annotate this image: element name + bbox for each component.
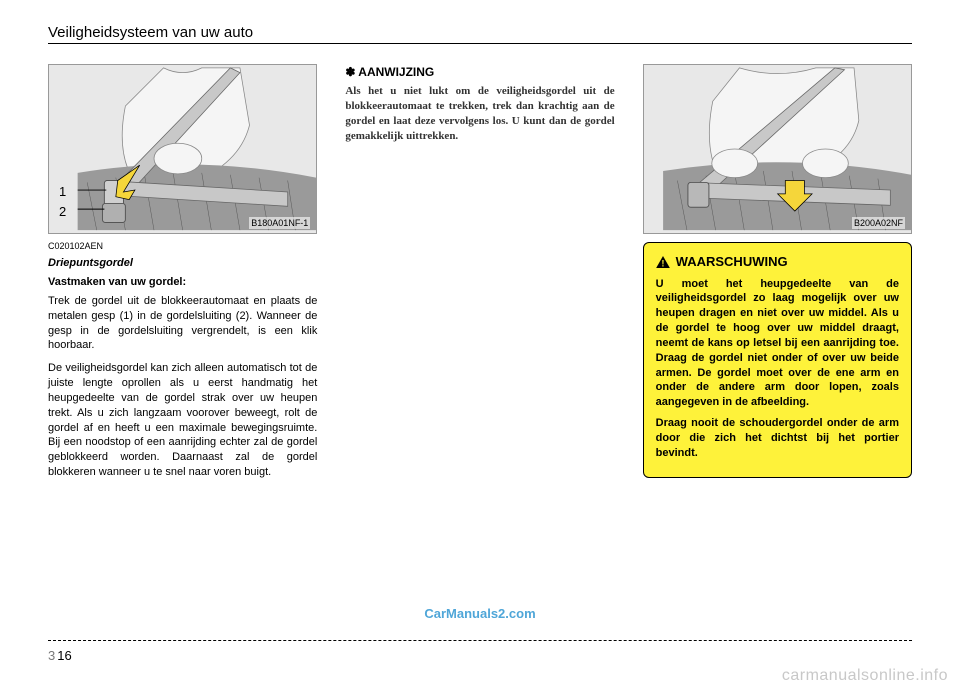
- notice-text: Als het u niet lukt om de veiligheidsgor…: [345, 84, 614, 143]
- figure-code: C020102AEN: [48, 240, 317, 252]
- warning-paragraph: U moet het heupgedeelte van de veilighei…: [656, 277, 899, 411]
- page-header: Veiligheidsysteem van uw auto: [48, 24, 912, 44]
- site-watermark: carmanualsonline.info: [782, 667, 948, 685]
- subheading: Vastmaken van uw gordel:: [48, 275, 317, 290]
- figure-seatbelt-fasten: 1 2 B180A01NF-1: [48, 64, 317, 234]
- svg-text:!: !: [661, 259, 664, 269]
- column-3: B200A02NF ! WAARSCHUWING U moet het heup…: [643, 64, 912, 488]
- paragraph: De veiligheidsgordel kan zich alleen aut…: [48, 361, 317, 480]
- page-number: 316: [48, 648, 72, 663]
- column-1: 1 2 B180A01NF-1 C020102AEN Driepuntsgord…: [48, 64, 317, 488]
- warning-title: WAARSCHUWING: [676, 253, 788, 271]
- figure-label: B200A02NF: [852, 217, 905, 229]
- footer-divider: [48, 640, 912, 641]
- header-title: Veiligheidsysteem van uw auto: [48, 24, 912, 41]
- notice-heading: ✽ AANWIJZING: [345, 64, 614, 80]
- figure-callout-2: 2: [59, 203, 66, 221]
- watermark: CarManuals2.com: [424, 606, 535, 621]
- figure-callout-1: 1: [59, 183, 66, 201]
- warning-box: ! WAARSCHUWING U moet het heupgedeelte v…: [643, 242, 912, 478]
- paragraph: Trek de gordel uit de blokkeerautomaat e…: [48, 294, 317, 353]
- figure-seatbelt-lap: B200A02NF: [643, 64, 912, 234]
- manual-page: Veiligheidsysteem van uw auto: [0, 0, 960, 488]
- column-2: ✽ AANWIJZING Als het u niet lukt om de v…: [345, 64, 614, 488]
- content-columns: 1 2 B180A01NF-1 C020102AEN Driepuntsgord…: [48, 64, 912, 488]
- section-number: 3: [48, 648, 55, 663]
- warning-icon: !: [656, 255, 670, 268]
- warning-paragraph: Draag nooit de schoudergordel onder de a…: [656, 416, 899, 461]
- section-heading: Driepuntsgordel: [48, 256, 317, 271]
- page-number-value: 16: [57, 648, 71, 663]
- figure-label: B180A01NF-1: [249, 217, 310, 229]
- warning-heading: ! WAARSCHUWING: [656, 253, 899, 271]
